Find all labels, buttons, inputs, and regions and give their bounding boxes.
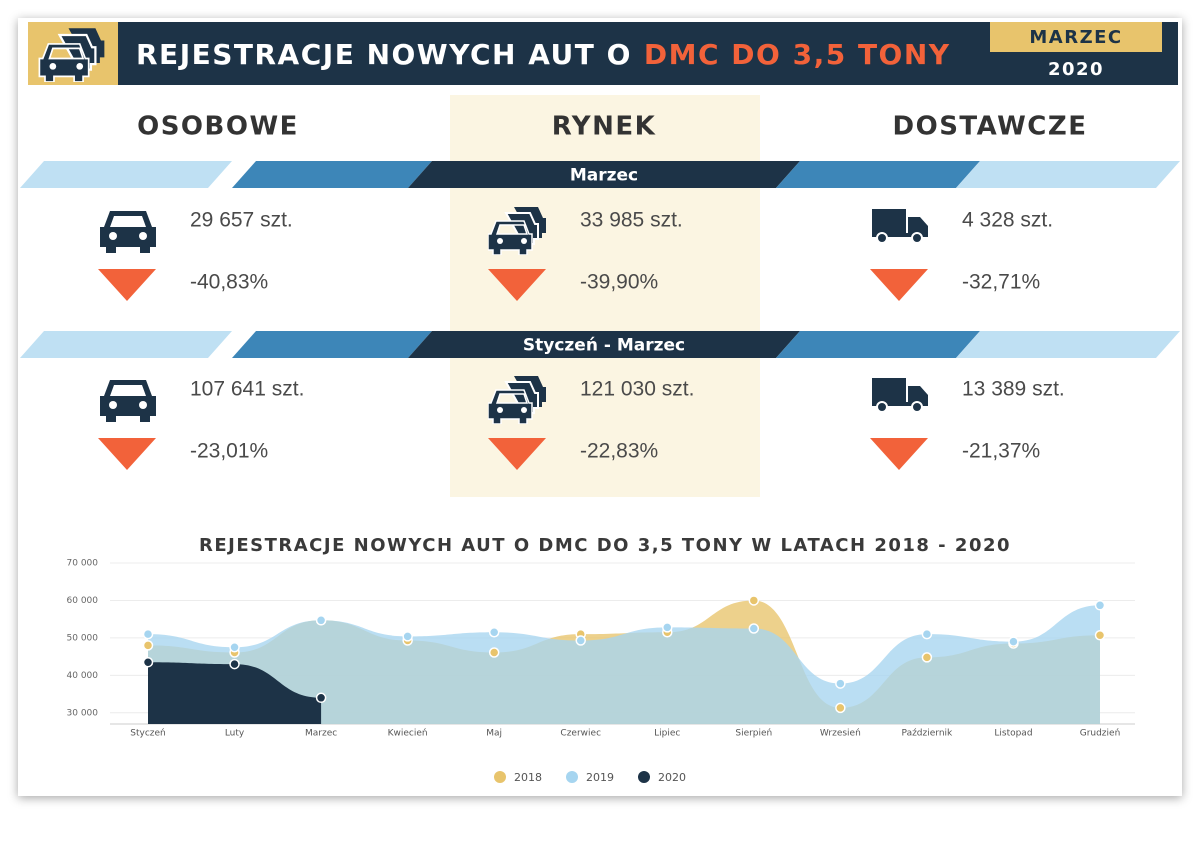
- y-tick-label: 50 000: [67, 633, 99, 643]
- stat-change: -22,83%: [580, 440, 658, 463]
- header-title: REJESTRACJE NOWYCH AUT O DMC DO 3,5 TONY: [136, 38, 951, 71]
- stat-value: 29 657 szt.: [190, 209, 293, 232]
- legend-label: 2018: [514, 771, 542, 784]
- x-tick-label: Październik: [902, 729, 953, 739]
- area: [148, 605, 1100, 724]
- chart: REJESTRACJE NOWYCH AUT O DMC DO 3,5 TONY…: [67, 535, 1135, 784]
- x-tick-label: Lipiec: [654, 729, 680, 739]
- point: [488, 647, 500, 658]
- band-stripe: [408, 161, 800, 188]
- point: [229, 641, 240, 653]
- stat-change: -23,01%: [190, 440, 268, 463]
- point: [488, 627, 500, 638]
- band-stripe: [20, 331, 232, 358]
- point: [402, 631, 413, 642]
- band-stripe: [232, 331, 432, 358]
- down-arrow: [98, 438, 156, 470]
- month-box: [990, 22, 1162, 52]
- stat-value: 4 328 szt.: [962, 209, 1053, 232]
- x-tick-label: Czerwiec: [560, 729, 601, 739]
- column-header: RYNEK: [552, 112, 657, 142]
- period-label: Marzec: [570, 166, 638, 186]
- point: [142, 640, 154, 651]
- x-tick-label: Kwiecień: [388, 729, 428, 739]
- down-arrow: [488, 269, 546, 301]
- period-label: Styczeń - Marzec: [523, 336, 685, 356]
- point: [921, 628, 933, 640]
- point: [748, 595, 760, 606]
- point: [142, 656, 154, 668]
- band-stripe: [408, 331, 800, 358]
- x-tick-label: Grudzień: [1080, 729, 1121, 739]
- y-tick-label: 60 000: [67, 596, 99, 606]
- stat-change: -40,83%: [190, 271, 268, 294]
- area: [148, 662, 322, 724]
- point: [921, 652, 933, 663]
- x-tick-label: Listopad: [994, 729, 1032, 739]
- legend-label: 2020: [658, 771, 686, 784]
- down-arrow: [488, 438, 546, 470]
- point: [835, 702, 846, 714]
- x-tick-label: Styczeń: [130, 729, 165, 739]
- x-tick-label: Maj: [486, 729, 502, 739]
- point: [315, 615, 327, 626]
- legend-swatch: [494, 771, 506, 783]
- market-column-bg: [450, 95, 760, 497]
- point: [315, 692, 327, 704]
- point: [662, 622, 673, 633]
- down-arrow: [870, 269, 928, 301]
- stat-change: -21,37%: [962, 440, 1040, 463]
- down-arrow: [870, 438, 928, 470]
- point: [142, 628, 154, 640]
- stats: OSOBOWE RYNEK DOSTAWCZE Marzec 29 657 szt. -4…: [20, 112, 1180, 470]
- legend-swatch: [638, 771, 650, 783]
- stat-value: 13 389 szt.: [962, 378, 1065, 401]
- point: [229, 658, 240, 670]
- title-highlight: DMC DO 3,5 TONY: [644, 38, 951, 71]
- band-stripe: [232, 161, 432, 188]
- band-stripe: [956, 161, 1180, 188]
- down-arrow: [98, 269, 156, 301]
- chart-title: REJESTRACJE NOWYCH AUT O DMC DO 3,5 TONY…: [199, 535, 1011, 556]
- y-tick-label: 40 000: [67, 671, 99, 681]
- title-text: REJESTRACJE NOWYCH AUT O: [136, 38, 632, 71]
- point: [1008, 636, 1019, 647]
- stat-value: 33 985 szt.: [580, 209, 683, 232]
- legend-swatch: [566, 771, 578, 783]
- x-tick-label: Sierpień: [735, 729, 772, 739]
- stat-change: -32,71%: [962, 271, 1040, 294]
- y-tick-label: 30 000: [67, 708, 99, 718]
- month: MARZEC: [1029, 27, 1122, 48]
- band-stripe: [776, 161, 980, 188]
- band-stripe: [20, 161, 232, 188]
- stat-value: 121 030 szt.: [580, 378, 694, 401]
- stat-change: -39,90%: [580, 271, 658, 294]
- band-stripe: [776, 331, 980, 358]
- point: [575, 635, 586, 646]
- y-tick-label: 70 000: [67, 559, 99, 569]
- point: [1094, 600, 1106, 611]
- x-tick-label: Wrzesień: [820, 729, 861, 739]
- band-stripe: [956, 331, 1180, 358]
- legend-label: 2019: [586, 771, 614, 784]
- year: 2020: [1048, 59, 1104, 80]
- column-header: OSOBOWE: [137, 112, 299, 142]
- x-tick-label: Marzec: [305, 729, 337, 739]
- point: [1094, 630, 1106, 641]
- stat-value: 107 641 szt.: [190, 378, 304, 401]
- point: [835, 678, 846, 689]
- header-bar: [28, 22, 1178, 85]
- column-header: DOSTAWCZE: [893, 112, 1088, 142]
- point: [748, 623, 760, 634]
- x-tick-label: Luty: [225, 729, 245, 739]
